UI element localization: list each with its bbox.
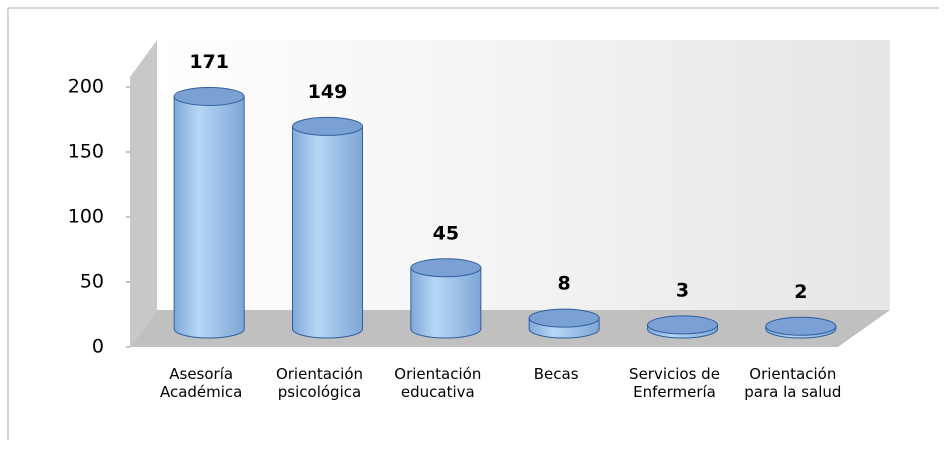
bar-top [292, 116, 363, 136]
x-tick-label: Servicios de Enfermería [629, 365, 720, 401]
frame [7, 7, 939, 440]
value-label: 149 [308, 81, 348, 103]
bar-top [173, 86, 245, 106]
bar [292, 125, 363, 339]
y-tick-label: 100 [68, 206, 104, 228]
value-label: 2 [794, 281, 807, 303]
bar [410, 267, 482, 339]
value-label: 45 [433, 222, 459, 244]
x-tick-label: Asesoría Académica [159, 365, 243, 401]
bar-top [528, 308, 600, 328]
back-wall [157, 40, 890, 310]
x-tick-label: Orientación para la salud [744, 365, 842, 401]
value-label: 171 [189, 51, 229, 73]
y-tick-label: 0 [92, 336, 104, 358]
x-tick-label: Becas [533, 365, 579, 383]
bar-top [647, 315, 718, 335]
y-tick-label: 50 [80, 271, 104, 293]
bar-top [410, 258, 482, 278]
y-tick-label: 200 [68, 76, 104, 98]
x-tick-label: Orientación educativa [394, 365, 482, 401]
bar [173, 95, 245, 339]
value-label: 8 [558, 273, 571, 295]
x-tick-label: Orientación psicológica [275, 365, 364, 401]
value-label: 3 [676, 279, 689, 301]
bar-top [765, 316, 837, 336]
y-tick-label: 150 [68, 141, 104, 163]
side-wall [130, 40, 157, 347]
